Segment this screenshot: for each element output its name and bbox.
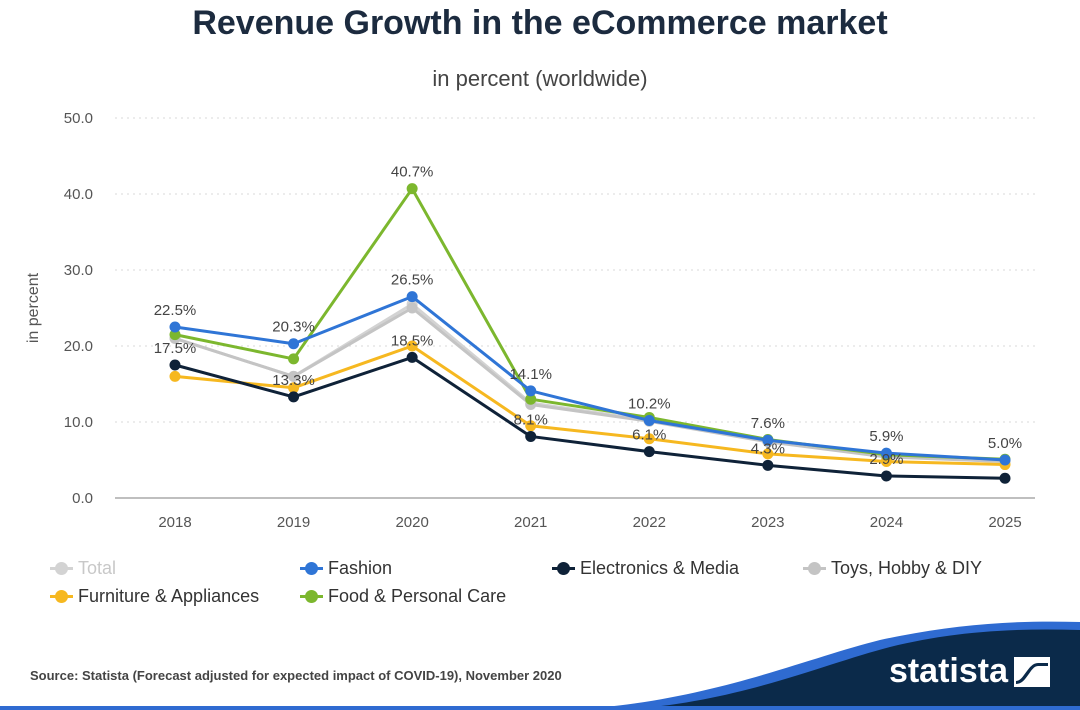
y-tick-label: 10.0 [64,414,93,431]
line-chart: 0.0 10.0 20.0 30.0 40.0 50.0 2018 2019 2020 2021… [25,110,1035,531]
x-tick-label: 2020 [395,514,428,531]
series-line-furniture-appliances [174,344,1006,467]
series-electronics-media [169,351,1011,484]
legend-label: Toys, Hobby & DIY [831,558,983,578]
legend-item-food-personal-care[interactable]: Food & Personal Care [300,586,507,607]
data-point[interactable] [406,302,418,314]
legend-marker-icon [50,590,73,603]
legend-item-furniture-appliances[interactable]: Furniture & Appliances [50,586,260,607]
data-label: 6.1% [632,427,666,444]
data-point[interactable] [643,433,655,445]
source-note: Source: Statista (Forecast adjusted for … [30,668,562,683]
data-point[interactable] [288,353,300,365]
data-point[interactable] [406,291,418,303]
legend-label: Furniture & Appliances [78,586,260,606]
data-point[interactable] [762,434,774,446]
x-tick-label: 2024 [870,514,903,531]
y-tick-label: 40.0 [64,186,93,203]
data-label: 17.5% [154,340,197,357]
legend-item-electronics-media[interactable]: Electronics & Media [552,558,740,579]
data-label: 26.5% [391,272,434,289]
data-point[interactable] [406,183,418,195]
data-point[interactable] [288,370,300,382]
data-point[interactable] [169,329,181,341]
legend-marker-icon [50,562,73,575]
data-point[interactable] [525,420,537,432]
y-tick-label: 30.0 [64,262,93,279]
data-point[interactable] [762,459,774,471]
legend-marker-icon [300,590,323,603]
data-point[interactable] [525,430,537,442]
y-axis-ticks: 0.0 10.0 20.0 30.0 40.0 50.0 [64,110,93,507]
chart-title: Revenue Growth in the eCommerce market [192,4,888,42]
data-point[interactable] [880,470,892,482]
legend-item-fashion[interactable]: Fashion [300,558,393,579]
y-tick-label: 50.0 [64,110,93,127]
y-axis-label: in percent [25,272,42,343]
series-line-fashion [174,295,1006,462]
data-point[interactable] [288,338,300,350]
y-tick-label: 20.0 [64,338,93,355]
gridlines [115,117,1035,499]
data-label: 4.3% [751,440,785,457]
data-point[interactable] [169,359,181,371]
series-line-toys-hobby-diy [174,306,1006,464]
series-fashion [169,291,1011,466]
series-line-electronics-media [174,355,1006,480]
data-label: 2.9% [869,451,903,468]
data-point[interactable] [406,351,418,363]
data-label: 18.5% [391,332,434,349]
data-label: 40.7% [391,164,434,181]
data-point[interactable] [169,370,181,382]
data-point[interactable] [525,393,537,405]
data-label: 14.1% [509,366,552,383]
data-label: 10.2% [628,395,671,412]
data-label: 13.3% [272,372,315,389]
legend-marker-icon [803,562,826,575]
legend-item-toys-hobby-diy[interactable]: Toys, Hobby & DIY [803,558,983,579]
data-point[interactable] [999,454,1011,466]
x-tick-label: 2025 [988,514,1021,531]
legend: Total Fashion Electronics & Media Toys, Hob… [0,556,1080,616]
x-axis-ticks: 2018 2019 2020 2021 2022 2023 2024 2025 [158,514,1021,531]
x-tick-label: 2022 [633,514,666,531]
data-point[interactable] [406,340,418,352]
x-tick-label: 2019 [277,514,310,531]
data-point[interactable] [525,385,537,397]
data-point[interactable] [643,414,655,426]
data-point[interactable] [288,391,300,403]
data-label: 5.0% [988,435,1022,452]
legend-label: Total [78,558,117,578]
data-point[interactable] [999,472,1011,484]
data-point[interactable] [288,382,300,394]
legend-marker-icon [300,562,323,575]
data-label: 20.3% [272,319,315,336]
data-label: 22.5% [154,302,197,319]
y-tick-label: 0.0 [72,490,93,507]
data-point[interactable] [643,446,655,458]
legend-label: Food & Personal Care [328,586,507,606]
legend-item-total[interactable]: Total [50,558,117,579]
data-label: 8.1% [514,411,548,428]
data-label: 7.6% [751,415,785,432]
data-point[interactable] [762,448,774,460]
x-tick-label: 2021 [514,514,547,531]
data-point[interactable] [880,447,892,459]
legend-marker-icon [552,562,575,575]
chart-subtitle: in percent (worldwide) [432,66,648,91]
x-tick-label: 2018 [158,514,191,531]
statista-logo-icon [1014,656,1050,687]
brand-name: statista [888,652,1008,690]
series-lines [169,183,1011,484]
legend-label: Electronics & Media [580,558,740,578]
footer-wave [0,621,1080,710]
statista-logo[interactable]: statista [889,652,1050,691]
legend-label: Fashion [328,558,393,578]
data-label: 5.9% [869,428,903,445]
data-point[interactable] [169,321,181,333]
x-tick-label: 2023 [751,514,784,531]
data-labels: 22.5% 17.5% 20.3% 13.3% 40.7% 26.5% 18.5% 14.1%… [154,164,1022,468]
